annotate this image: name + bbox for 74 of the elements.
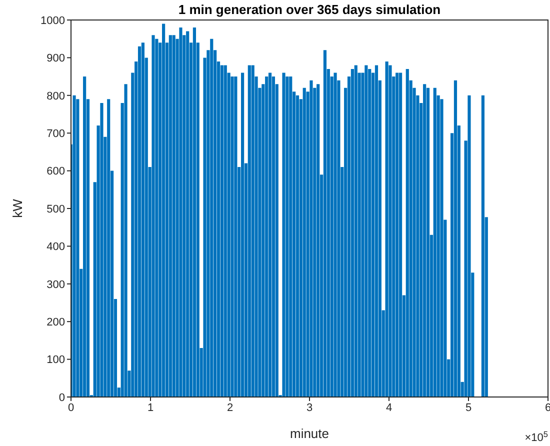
bar [210, 38, 214, 397]
x-tick-label: 2 [226, 402, 234, 414]
bar [179, 28, 182, 397]
bar [481, 95, 484, 397]
bar [296, 95, 300, 397]
y-tick-label: 700 [46, 128, 65, 140]
bar [316, 84, 320, 397]
bar [310, 80, 313, 397]
bar [234, 76, 238, 397]
x-axis-title: minute [290, 426, 330, 441]
bar [396, 72, 399, 397]
bar [302, 88, 306, 397]
x-tick-label: 3 [306, 402, 313, 414]
bar [248, 65, 251, 397]
bar [282, 72, 286, 397]
bar [162, 24, 166, 397]
y-axis-title: kW [10, 198, 25, 218]
bar [230, 76, 234, 397]
x-tick-label: 4 [386, 402, 392, 414]
bar [76, 99, 80, 397]
bar [268, 72, 272, 397]
bar [224, 65, 227, 397]
bar [124, 84, 128, 397]
bar [155, 38, 158, 397]
bar [241, 72, 244, 397]
bar [440, 99, 444, 397]
bar [334, 72, 337, 397]
y-tick-label: 300 [46, 278, 65, 291]
bar [107, 99, 110, 397]
bar [186, 31, 190, 397]
bar [168, 35, 172, 397]
y-tick-label: 500 [46, 203, 65, 216]
bar [364, 65, 368, 397]
bar [152, 35, 155, 397]
bar [100, 102, 104, 397]
bar [141, 42, 144, 397]
bar [368, 69, 372, 397]
bar [433, 88, 436, 397]
bar [468, 95, 471, 397]
bar [138, 46, 142, 397]
y-tick-label: 400 [46, 241, 65, 254]
text: ×10$^{5}$ [524, 430, 548, 444]
bar [272, 76, 276, 397]
y-tick-label: 0 [58, 392, 65, 404]
y-tick-label: 900 [46, 52, 65, 65]
bar [83, 76, 86, 397]
bar [374, 65, 378, 397]
y-tick-label: 100 [46, 354, 65, 366]
bar [192, 28, 196, 397]
bar [265, 76, 268, 397]
y-tick-label: 800 [46, 90, 65, 102]
bar [385, 61, 388, 397]
bar [406, 69, 409, 397]
bar [398, 72, 402, 397]
x-tick-label: 5 [465, 402, 472, 414]
bar [426, 88, 430, 397]
bar [289, 76, 292, 397]
x-tick-label: 1 [147, 402, 154, 414]
bar [354, 65, 358, 397]
bar [388, 65, 392, 397]
bar [251, 65, 254, 397]
bar [323, 50, 327, 397]
y-tick-label: 200 [46, 316, 65, 329]
bar [423, 84, 426, 397]
y-tick-label: 600 [46, 166, 65, 178]
x-tick-label: 0 [68, 402, 74, 414]
bar [172, 35, 176, 397]
bar [220, 65, 224, 397]
chart-title: 1 min generation over 365 days simulation [178, 2, 441, 17]
bar [350, 69, 354, 397]
bar [286, 76, 289, 397]
y-tick-label: 1000 [40, 14, 65, 27]
bar [454, 80, 458, 397]
bar [72, 95, 76, 397]
